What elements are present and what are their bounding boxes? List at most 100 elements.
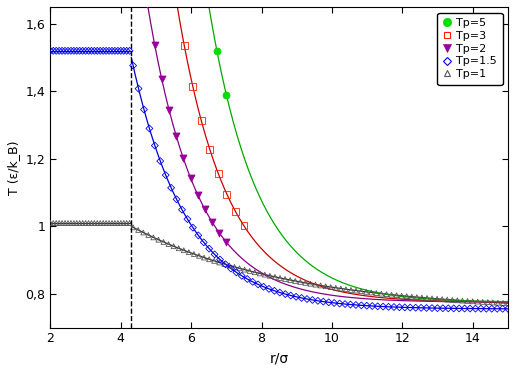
Point (220, 261, 229, 267)
Point (417, 305, 425, 311)
Point (251, 269, 259, 275)
Point (254, 282, 262, 288)
Point (270, 288, 279, 294)
Point (154, 237, 163, 243)
Point (306, 281, 315, 287)
Point (183, 216, 192, 222)
Point (210, 258, 218, 264)
Point (126, 48, 134, 54)
Legend: Tp=5, Tp=3, Tp=2, Tp=1.5, Tp=1: Tp=5, Tp=3, Tp=2, Tp=1.5, Tp=1 (437, 13, 503, 85)
Point (231, 209, 239, 215)
Point (423, 295, 431, 301)
Point (105, 220, 113, 226)
Point (96, 48, 105, 54)
Point (448, 297, 456, 303)
Point (316, 282, 324, 288)
Point (76, 220, 84, 226)
Point (178, 207, 186, 213)
Point (58, 48, 66, 54)
Point (76, 48, 84, 54)
Point (494, 300, 502, 306)
Point (99, 220, 107, 226)
Point (232, 269, 241, 275)
Point (298, 295, 306, 301)
Point (119, 48, 128, 54)
Point (246, 268, 254, 274)
Point (398, 293, 406, 299)
Point (165, 107, 173, 113)
Point (281, 276, 289, 282)
Point (488, 306, 496, 312)
Point (190, 251, 198, 257)
Point (123, 48, 131, 54)
Point (466, 305, 474, 311)
Point (401, 304, 409, 310)
Point (96, 220, 105, 226)
Point (276, 289, 284, 295)
Point (484, 299, 492, 305)
Point (499, 300, 507, 306)
Point (111, 48, 119, 54)
Point (260, 284, 268, 290)
Point (368, 303, 376, 309)
Point (439, 305, 447, 311)
Point (175, 245, 183, 251)
Point (372, 290, 381, 296)
Point (215, 230, 224, 236)
Point (286, 292, 295, 298)
Point (61, 48, 69, 54)
Point (162, 172, 170, 178)
Point (67, 220, 75, 226)
Point (105, 48, 113, 54)
Point (271, 274, 279, 280)
Point (84, 220, 93, 226)
Point (286, 277, 294, 283)
Point (194, 232, 202, 238)
Point (347, 287, 355, 293)
Point (213, 48, 221, 54)
Point (455, 305, 464, 311)
Point (438, 296, 447, 302)
Point (433, 296, 441, 302)
Point (114, 220, 122, 226)
Point (99, 48, 107, 54)
Point (471, 306, 479, 312)
Point (67, 48, 75, 54)
Point (413, 294, 421, 300)
Point (261, 272, 269, 278)
Point (164, 241, 173, 247)
Point (330, 300, 338, 306)
Point (499, 306, 507, 312)
Point (200, 239, 208, 245)
Point (235, 265, 244, 271)
Point (357, 288, 365, 294)
Point (352, 302, 360, 308)
Point (201, 206, 209, 212)
Point (205, 246, 213, 251)
Point (180, 247, 188, 253)
Point (194, 192, 202, 198)
Point (303, 296, 311, 302)
Point (367, 289, 375, 295)
Point (384, 304, 392, 310)
Point (149, 234, 158, 240)
Point (335, 301, 344, 307)
Point (332, 285, 340, 291)
Point (379, 304, 387, 310)
Point (249, 279, 257, 285)
Point (78, 48, 87, 54)
Point (211, 251, 219, 257)
Point (55, 220, 63, 226)
Point (422, 305, 431, 311)
Point (140, 106, 148, 112)
Point (382, 291, 390, 297)
Point (144, 232, 152, 238)
Point (362, 289, 370, 295)
Point (482, 306, 490, 312)
Point (464, 298, 472, 304)
Point (180, 43, 188, 49)
Point (373, 303, 382, 309)
Point (129, 62, 137, 68)
Point (337, 286, 345, 292)
Point (188, 84, 197, 90)
